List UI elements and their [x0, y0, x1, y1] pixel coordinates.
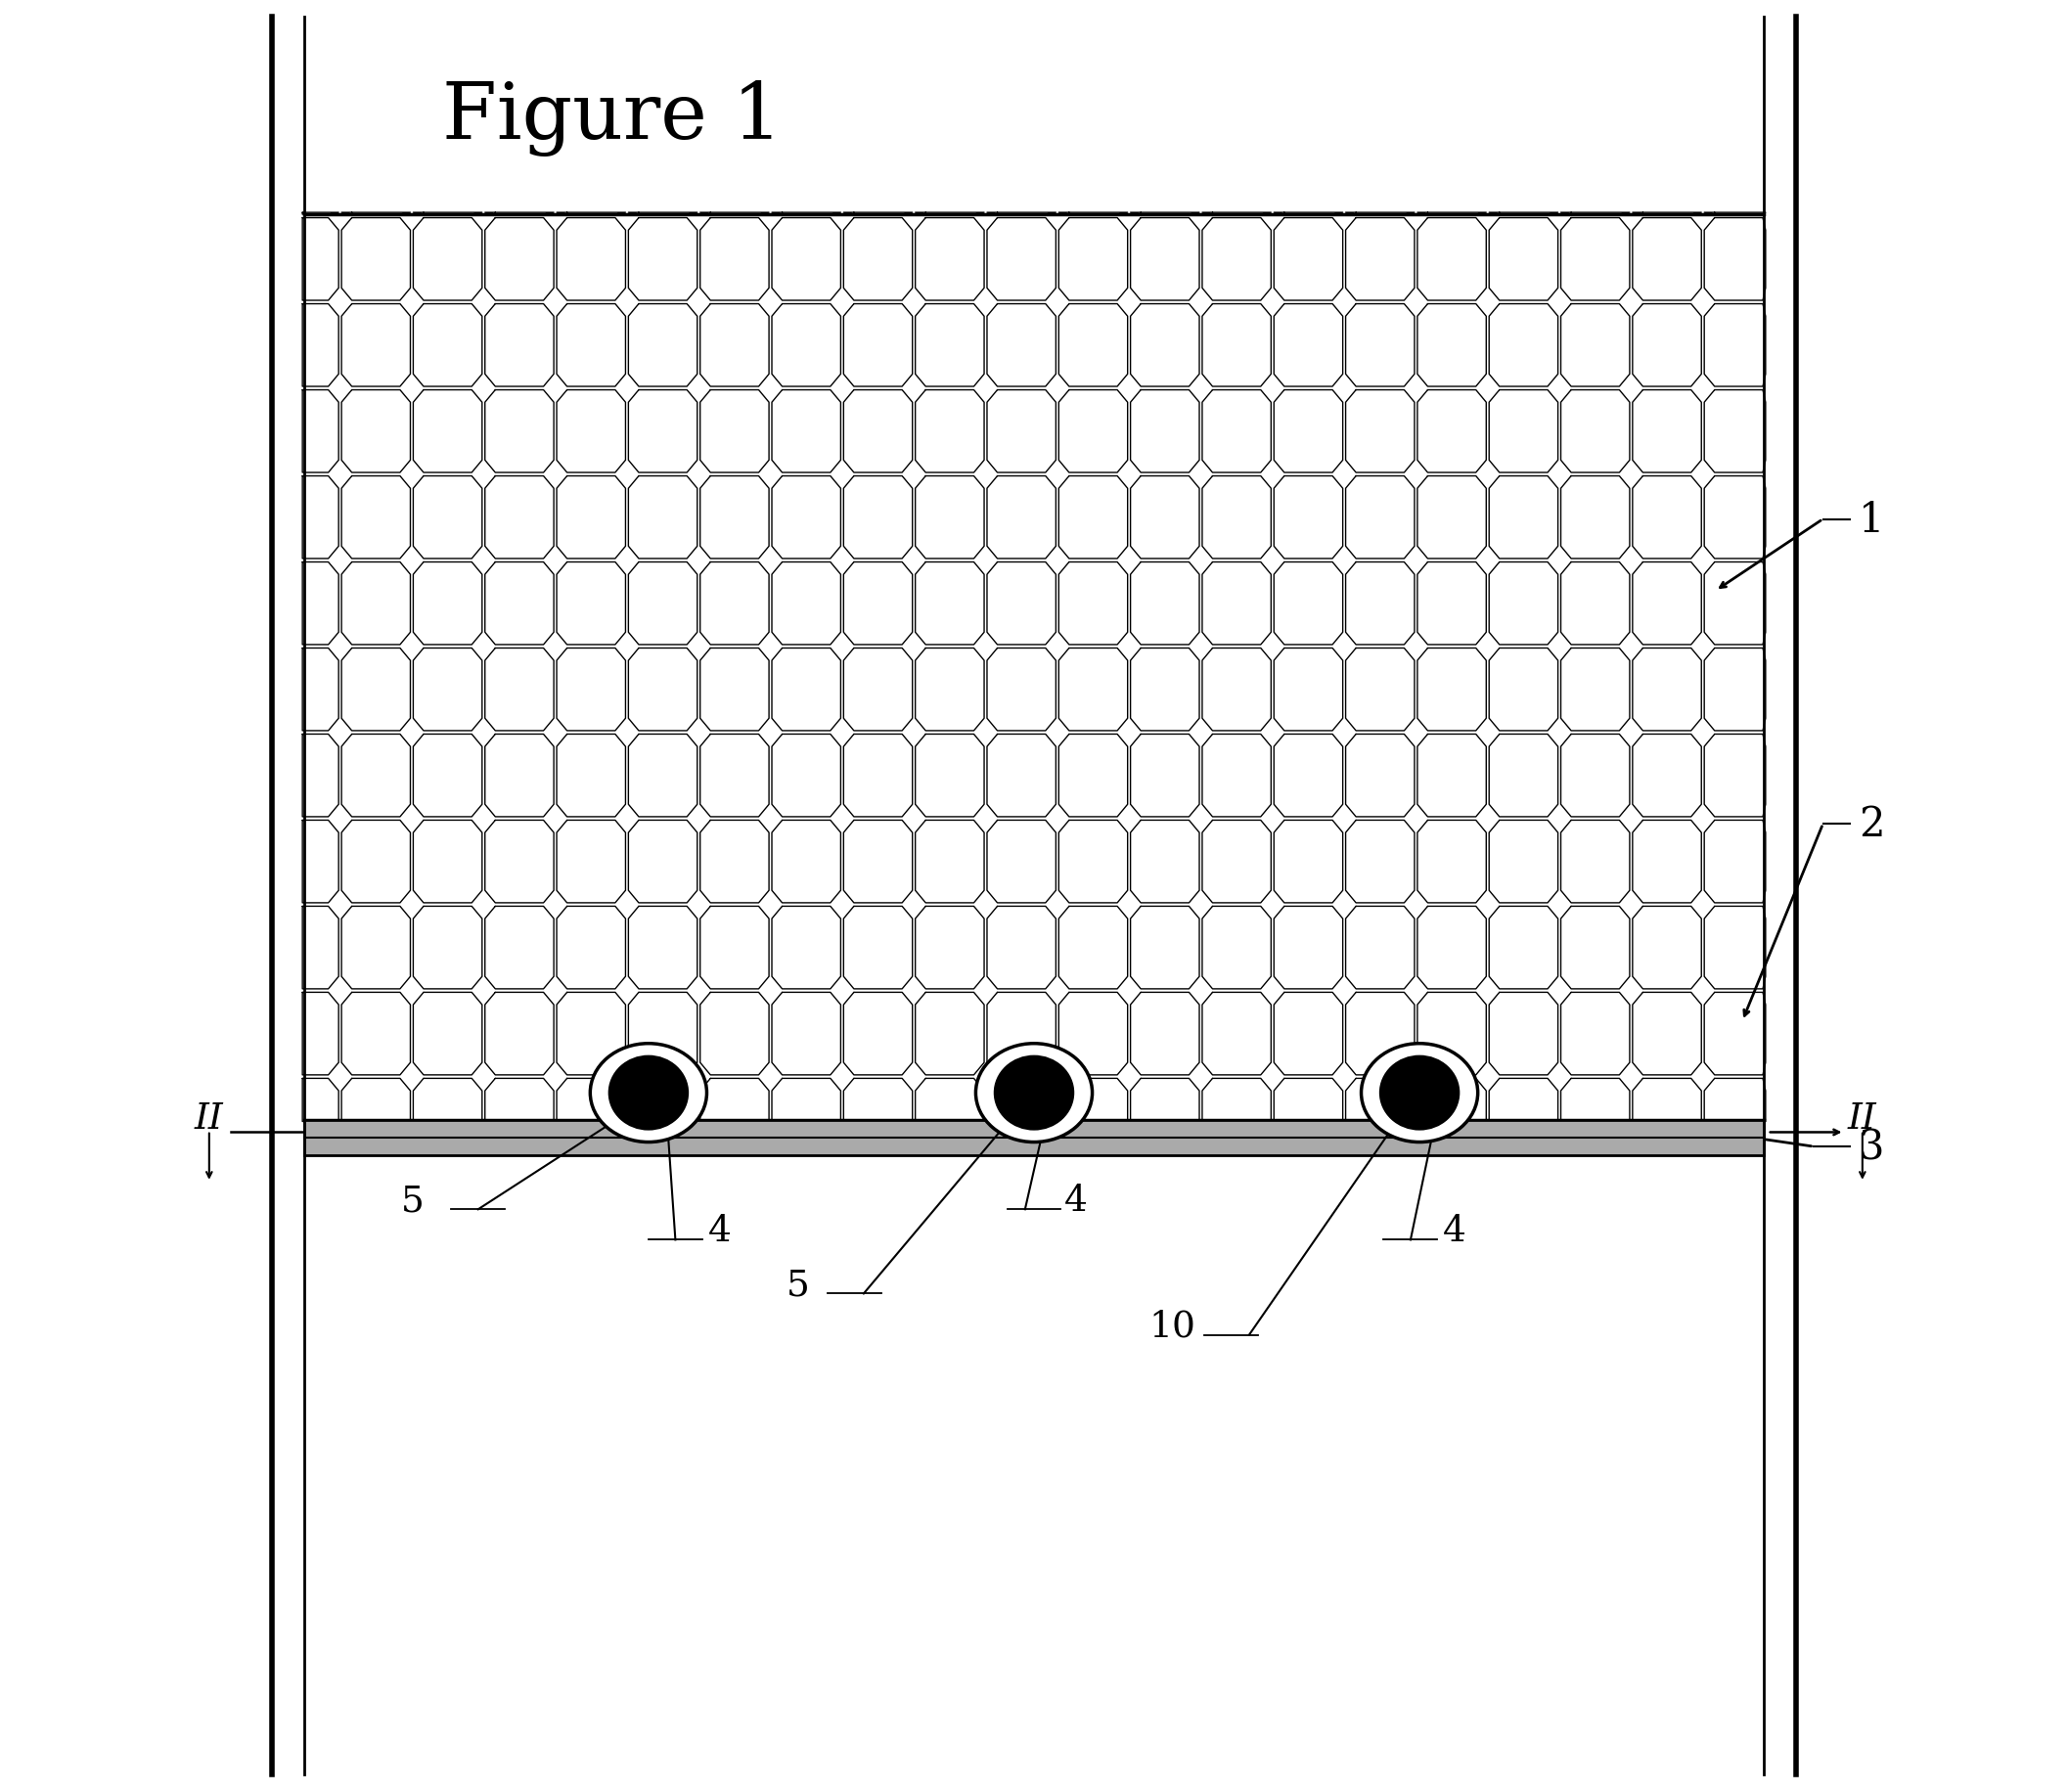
Ellipse shape — [589, 1043, 707, 1143]
Text: 1: 1 — [1859, 500, 1884, 539]
Bar — [304, 1120, 1764, 1156]
Ellipse shape — [1361, 1043, 1479, 1143]
Text: II: II — [1849, 1100, 1878, 1136]
Ellipse shape — [608, 1055, 689, 1131]
Text: 5: 5 — [401, 1183, 424, 1219]
Ellipse shape — [993, 1055, 1075, 1131]
Text: 3: 3 — [1859, 1127, 1884, 1167]
Text: 5: 5 — [786, 1267, 811, 1303]
Text: 2: 2 — [1859, 805, 1884, 844]
Text: 4: 4 — [1065, 1183, 1088, 1219]
Ellipse shape — [976, 1043, 1092, 1143]
Ellipse shape — [1379, 1055, 1460, 1131]
Text: II: II — [194, 1100, 223, 1136]
Text: 4: 4 — [1443, 1213, 1466, 1249]
Text: 10: 10 — [1148, 1308, 1195, 1344]
Text: 4: 4 — [707, 1213, 730, 1249]
Text: Figure 1: Figure 1 — [443, 81, 782, 158]
Bar — [304, 215, 1764, 1120]
